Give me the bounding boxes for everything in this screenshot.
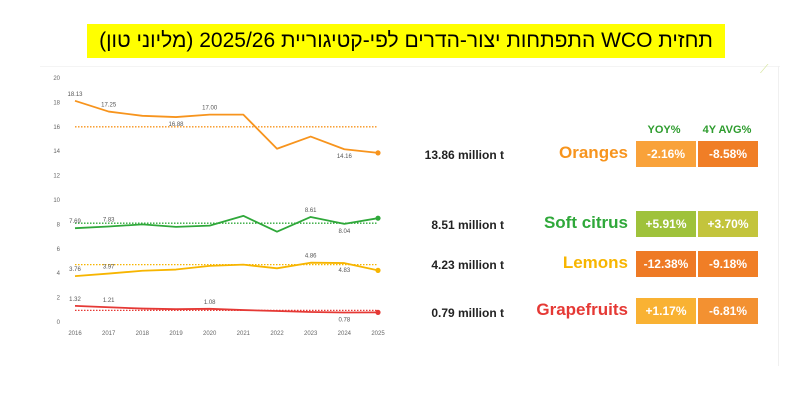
lemons-line: [74, 261, 379, 278]
grapefruits-data-label: 1.21: [103, 298, 115, 304]
x-tick-label: 2020: [203, 331, 217, 337]
lemons-avg-cell: -9.18%: [698, 251, 758, 277]
page-title: תחזית WCO התפתחות יצור-הדרים לפי-קטיגורי…: [99, 29, 713, 52]
slide-frame-right: [778, 66, 779, 366]
x-tick-label: 2023: [304, 331, 318, 337]
x-tick-label: 2018: [136, 331, 150, 337]
grapefruits-avg-cell: -6.81%: [698, 298, 758, 324]
y-tick-label: 6: [57, 247, 61, 253]
soft-citrus-last-point: [375, 215, 381, 221]
oranges-series: 18.13 17.25 16.88 17.00 14.16: [67, 92, 381, 160]
title-banner: תחזית WCO התפתחות יצור-הדרים לפי-קטיגורי…: [87, 24, 725, 58]
oranges-last-point: [375, 150, 381, 156]
y-axis: 0 2 4 6 8 10 12 14 16 18 20: [53, 76, 60, 326]
y-tick-label: 20: [53, 76, 60, 82]
grapefruits-line: [74, 304, 379, 314]
lemons-yoy-cell: -12.38%: [636, 251, 696, 277]
soft-citrus-yoy-cell: +5.91%: [636, 211, 696, 237]
soft-citrus-series: 7.69 7.83 8.61 8.04: [69, 208, 381, 235]
slide-frame-top: [40, 66, 780, 67]
grapefruits-data-label: 1.32: [69, 297, 81, 303]
oranges-name: Oranges: [559, 143, 628, 162]
x-tick-label: 2019: [169, 331, 183, 337]
chart-series: 18.13 17.25 16.88 17.00 14.16 7.69 7.83 8.61 8.0…: [67, 92, 381, 323]
soft-citrus-data-label: 7.69: [69, 219, 81, 225]
lemons-data-label: 3.76: [69, 267, 81, 273]
x-axis: 2016 2017 2018 2019 2020 2021 2022 2023 2024 2025: [68, 331, 385, 337]
avg-header: 4Y AVG%: [702, 124, 752, 136]
oranges-yoy-cell: -2.16%: [636, 141, 696, 167]
y-tick-label: 14: [53, 149, 60, 155]
lemons-data-label: 4.86: [305, 254, 317, 260]
oranges-avg-cell: -8.58%: [698, 141, 758, 167]
grapefruits-series: 1.32 1.21 1.08 0.78: [69, 297, 381, 323]
soft-citrus-data-label: 7.83: [103, 217, 115, 223]
oranges-data-label: 16.88: [168, 122, 184, 128]
x-tick-label: 2024: [338, 331, 352, 337]
soft-citrus-amount: 8.51 million t: [431, 218, 504, 232]
oranges-data-label: 17.00: [202, 106, 218, 112]
oranges-data-label: 18.13: [67, 92, 83, 98]
lemons-data-label: 4.83: [338, 268, 350, 274]
grapefruits-last-point: [375, 309, 381, 315]
grapefruits-data-label: 1.08: [204, 300, 216, 306]
y-tick-label: 16: [53, 125, 60, 131]
x-tick-label: 2021: [237, 331, 251, 337]
x-tick-label: 2025: [371, 331, 385, 337]
lemons-series: 3.76 3.97 4.86 4.83: [69, 254, 381, 278]
soft-citrus-line: [74, 214, 379, 233]
oranges-data-label: 14.16: [337, 154, 353, 160]
y-tick-label: 2: [57, 296, 61, 302]
yoy-header: YOY%: [647, 124, 681, 136]
y-tick-label: 0: [57, 320, 61, 326]
grapefruits-name: Grapefruits: [536, 300, 628, 319]
oranges-amount: 13.86 million t: [424, 148, 504, 162]
soft-citrus-data-label: 8.61: [305, 208, 317, 214]
lemons-data-label: 3.97: [103, 265, 115, 271]
grapefruits-amount: 0.79 million t: [431, 306, 504, 320]
lemons-name: Lemons: [562, 253, 628, 272]
y-tick-label: 4: [57, 271, 61, 277]
y-tick-label: 12: [53, 174, 60, 180]
x-tick-label: 2022: [270, 331, 284, 337]
oranges-line: [74, 99, 379, 154]
soft-citrus-name: Soft citrus: [543, 213, 628, 232]
y-tick-label: 18: [53, 100, 60, 106]
lemons-last-point: [375, 267, 381, 273]
grapefruits-yoy-cell: +1.17%: [636, 298, 696, 324]
y-tick-label: 10: [53, 198, 60, 204]
y-tick-label: 8: [57, 222, 61, 228]
oranges-data-label: 17.25: [101, 103, 117, 109]
soft-citrus-avg-cell: +3.70%: [698, 211, 758, 237]
corner-leaf-icon: ⟋: [760, 62, 769, 76]
soft-citrus-data-label: 8.04: [338, 229, 350, 235]
grapefruits-data-label: 0.78: [338, 317, 350, 323]
x-tick-label: 2017: [102, 331, 116, 337]
x-tick-label: 2016: [68, 331, 82, 337]
lemons-amount: 4.23 million t: [431, 258, 504, 272]
